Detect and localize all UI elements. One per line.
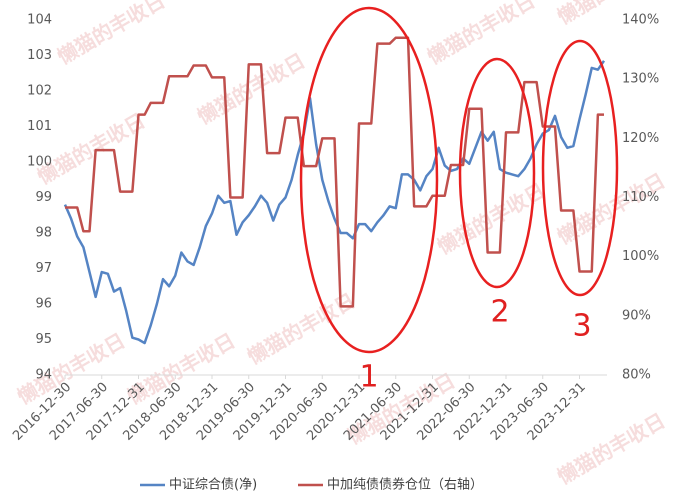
legend-label: 中加纯债债券仓位（右轴） — [327, 477, 483, 493]
y-tick-label: 104 — [27, 13, 52, 28]
highlight-ellipse — [299, 6, 439, 354]
y-tick-label: 103 — [27, 48, 52, 63]
highlight-ellipse — [541, 39, 619, 297]
legend-label: 中证综合债(净) — [169, 478, 257, 493]
annotation: 3 — [572, 309, 591, 344]
y2-tick-label: 120% — [622, 131, 659, 146]
series-line — [65, 36, 604, 308]
series-line — [63, 60, 606, 345]
y-tick-label: 100 — [27, 155, 52, 170]
y2-tick-label: 100% — [622, 249, 659, 264]
watermark: 懒猫的丰收日 — [53, 0, 169, 69]
y-tick-label: 94 — [35, 368, 52, 383]
y-tick-label: 98 — [35, 226, 52, 241]
y-tick-label: 101 — [27, 119, 52, 134]
y-tick-label: 95 — [35, 332, 52, 347]
watermark: 懒猫的丰收日 — [13, 328, 129, 409]
y2-tick-label: 130% — [622, 72, 659, 87]
annotation: 2 — [490, 295, 509, 330]
watermark: 懒猫的丰收日 — [243, 288, 359, 369]
y2-tick-label: 90% — [622, 308, 651, 323]
y-tick-label: 97 — [35, 261, 52, 276]
y-tick-label: 99 — [35, 190, 52, 205]
y2-tick-label: 80% — [622, 368, 651, 383]
watermark: 懒猫的丰收日 — [423, 0, 539, 69]
y2-tick-label: 140% — [622, 13, 659, 28]
annotation: 1 — [359, 360, 378, 395]
y2-tick-label: 110% — [622, 190, 659, 205]
watermark: 懒猫的丰收日 — [553, 408, 669, 489]
highlight-ellipse — [458, 57, 536, 289]
y-tick-label: 102 — [27, 84, 52, 99]
y-tick-label: 96 — [35, 297, 52, 312]
